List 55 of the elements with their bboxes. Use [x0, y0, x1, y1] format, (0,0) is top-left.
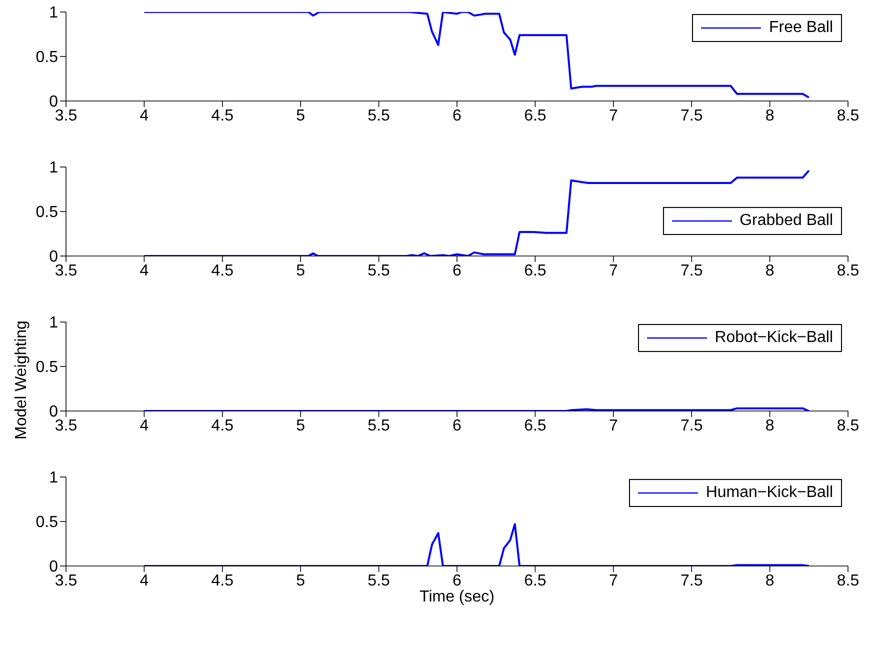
x-tick-label: 5.5 [368, 417, 390, 434]
x-tick-label: 5.5 [368, 572, 390, 590]
x-tick-label: 7.5 [680, 572, 703, 590]
x-tick-label: 8 [765, 262, 774, 280]
x-axis-title: Time (sec) [420, 588, 494, 606]
x-tick-label: 8 [765, 417, 774, 434]
x-tick-label: 8.5 [836, 262, 860, 280]
y-tick-label: 1 [49, 160, 58, 177]
x-tick-label: 6.5 [524, 572, 546, 590]
x-tick-label: 8 [765, 107, 774, 124]
x-tick-label: 8.5 [836, 572, 860, 590]
x-tick-label: 5.5 [368, 262, 390, 280]
x-tick-label: 8.5 [836, 107, 860, 124]
y-tick-label: 0.5 [36, 204, 58, 222]
y-tick-label: 1 [49, 4, 58, 22]
x-tick-label: 5 [296, 572, 306, 590]
y-tick-label: 1 [49, 314, 58, 332]
y-axis-title: Model Weighting [13, 320, 31, 440]
x-tick-label: 4 [140, 417, 149, 434]
x-tick-label: 7.5 [680, 262, 703, 280]
x-tick-label: 7.5 [680, 107, 703, 124]
x-tick-label: 6.5 [524, 262, 546, 280]
x-tick-label: 5 [296, 262, 306, 280]
x-tick-label: 5 [296, 107, 306, 124]
x-tick-label: 7 [608, 262, 618, 280]
x-tick-label: 6.5 [524, 107, 546, 124]
y-tick-label: 0.5 [36, 514, 58, 532]
x-tick-label: 6 [452, 417, 462, 434]
x-tick-label: 4 [140, 107, 149, 124]
legend-label: Human−Kick−Ball [706, 484, 833, 502]
legend-label: Grabbed Ball [740, 212, 833, 230]
y-tick-label: 0.5 [36, 49, 58, 66]
x-tick-label: 4 [140, 262, 149, 280]
x-tick-label: 4.5 [211, 417, 234, 434]
x-tick-label: 7 [608, 417, 618, 434]
x-tick-label: 6 [452, 572, 462, 590]
x-tick-label: 7.5 [680, 417, 703, 434]
x-tick-label: 4 [140, 572, 149, 590]
x-tick-label: 6.5 [524, 417, 546, 434]
legend-label: Free Ball [768, 19, 833, 37]
x-tick-label: 7 [608, 107, 618, 124]
x-tick-label: 6 [452, 262, 462, 280]
x-tick-label: 5.5 [368, 107, 390, 124]
legend-label: Robot−Kick−Ball [714, 329, 833, 347]
x-tick-label: 4.5 [211, 107, 234, 124]
x-tick-label: 8.5 [836, 417, 860, 434]
x-tick-label: 5 [296, 417, 306, 434]
line-series [143, 523, 810, 566]
x-tick-label: 4.5 [211, 572, 234, 590]
x-tick-label: 7 [608, 572, 618, 590]
y-tick-label: 0.5 [36, 359, 58, 376]
y-tick-label: 1 [49, 470, 58, 487]
x-tick-label: 8 [765, 572, 774, 590]
x-tick-label: 4.5 [211, 262, 234, 280]
x-tick-label: 6 [452, 107, 462, 124]
